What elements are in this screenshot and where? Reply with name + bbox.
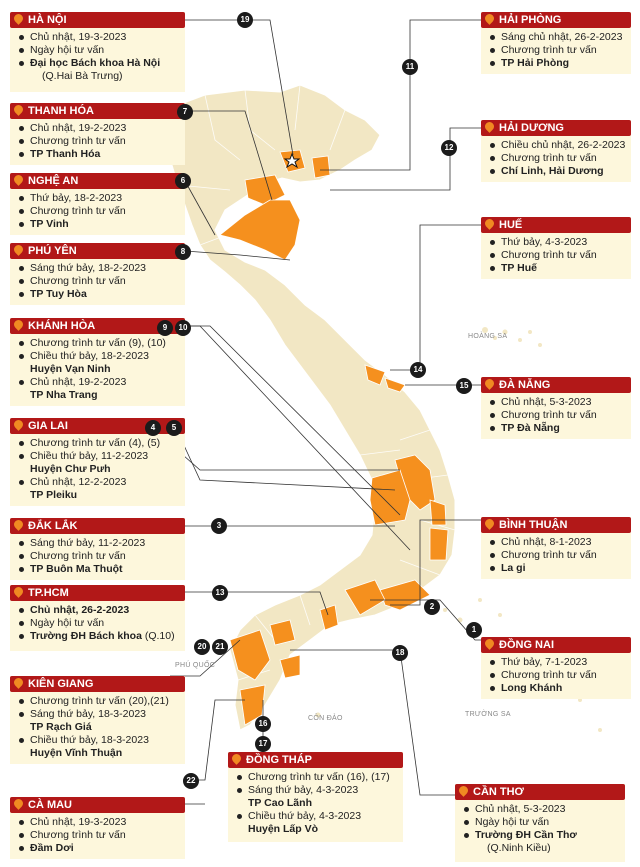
location-pin-icon [12,418,25,431]
location-pin-icon [483,217,496,230]
number-badge: 22 [183,773,199,789]
card-header: BÌNH THUẬN [481,517,631,533]
number-badge: 10 [175,320,191,336]
card-gia-lai: GIA LAI Chương trình tư vấn (4), (5) Chi… [10,418,185,506]
province-hue [364,364,386,386]
card-header: TP.HCM [10,585,185,601]
number-badge: 7 [177,104,193,120]
card-header: HẢI PHÒNG [481,12,631,28]
map-label-phu-quoc: PHÚ QUỐC [175,662,216,669]
card-header: HẢI DƯƠNG [481,120,631,136]
province-binh-thuan [379,579,431,611]
vietnam-land [164,84,456,731]
number-badge: 5 [166,420,182,436]
card-header: PHÚ YÊN [10,243,185,259]
location-pin-icon [483,637,496,650]
card-dong-thap: ĐỒNG THÁP Chương trình tư vấn (16), (17)… [228,752,403,842]
number-badge: 6 [175,173,191,189]
card-header: NGHỆ AN [10,173,185,189]
card-ca-mau: CÀ MAU Chủ nhật, 19-3-2023 Chương trình … [10,797,185,859]
province-ca-mau [239,684,266,726]
number-badge: 14 [410,362,426,378]
card-can-tho: CẦN THƠ Chủ nhật, 5-3-2023 Ngày hội tư v… [455,784,625,862]
province-dong-thap [269,619,296,646]
card-binh-thuan: BÌNH THUẬN Chủ nhật, 8-1-2023 Chương trì… [481,517,631,579]
location-pin-icon [457,784,470,797]
card-hue: HUẾ Thứ bảy, 4-3-2023 Chương trình tư vấ… [481,217,631,279]
location-pin-icon [12,318,25,331]
location-pin-icon [12,797,25,810]
map-label-con-dao: CÔN ĐẢO [308,715,343,722]
number-badge: 19 [237,12,253,28]
province-can-tho [279,654,301,679]
card-header: ĐỒNG NAI [481,637,631,653]
number-badge: 16 [255,716,271,732]
card-header: THANH HÓA [10,103,185,119]
card-header: CẦN THƠ [455,784,625,800]
card-tp-hcm: TP.HCM Chủ nhật, 26-2-2023 Ngày hội tư v… [10,585,185,651]
location-pin-icon [12,173,25,186]
province-khanh-hoa [429,527,449,561]
number-badge: 21 [212,639,228,655]
card-dong-nai: ĐỒNG NAI Thứ bảy, 7-1-2023 Chương trình … [481,637,631,699]
province-hai-duong [311,155,331,179]
card-ha-noi: HÀ NỘI Chủ nhật, 19-3-2023 Ngày hội tư v… [10,12,185,92]
location-pin-icon [12,676,25,689]
card-thanh-hoa: THANH HÓA Chủ nhật, 19-2-2023 Chương trì… [10,103,185,165]
card-dak-lak: ĐẮK LẮK Sáng thứ bảy, 11-2-2023 Chương t… [10,518,185,580]
card-header: KHÁNH HÒA [10,318,185,334]
number-badge: 15 [456,378,472,394]
number-badge: 3 [211,518,227,534]
card-hai-duong: HẢI DƯƠNG Chiều chủ nhật, 26-2-2023 Chươ… [481,120,631,182]
number-badge: 18 [392,645,408,661]
number-badge: 4 [145,420,161,436]
map-label-truong-sa: TRƯỜNG SA [465,711,511,718]
number-badge: 8 [175,244,191,260]
province-phu-yen [429,499,447,526]
province-da-nang [384,377,406,393]
number-badge: 2 [424,599,440,615]
card-da-nang: ĐÀ NẴNG Chủ nhật, 5-3-2023 Chương trình … [481,377,631,439]
card-nghe-an: NGHỆ AN Thứ bảy, 18-2-2023 Chương trình … [10,173,185,235]
card-header: KIÊN GIANG [10,676,185,692]
location-pin-icon [230,752,243,765]
location-pin-icon [483,517,496,530]
card-hai-phong: HẢI PHÒNG Sáng chủ nhật, 26-2-2023 Chươn… [481,12,631,74]
location-pin-icon [483,377,496,390]
card-kien-giang: KIÊN GIANG Chương trình tư vấn (20),(21)… [10,676,185,764]
card-header: CÀ MAU [10,797,185,813]
location-pin-icon [12,243,25,256]
capital-star-icon [283,152,301,169]
card-phu-yen: PHÚ YÊN Sáng thứ bảy, 18-2-2023 Chương t… [10,243,185,305]
location-pin-icon [12,103,25,116]
number-badge: 17 [255,736,271,752]
number-badge: 12 [441,140,457,156]
location-pin-icon [12,518,25,531]
number-badge: 11 [402,59,418,75]
location-pin-icon [483,120,496,133]
number-badge: 20 [194,639,210,655]
province-kien-giang [229,629,271,681]
card-header: ĐẮK LẮK [10,518,185,534]
map-label-hoang-sa: HOÀNG SA [468,333,508,340]
number-badge: 13 [212,585,228,601]
card-header: HÀ NỘI [10,12,185,28]
location-pin-icon [483,12,496,25]
number-badge: 1 [466,622,482,638]
card-header: HUẾ [481,217,631,233]
province-hcm [319,604,339,631]
location-pin-icon [12,12,25,25]
location-pin-icon [12,585,25,598]
number-badge: 9 [157,320,173,336]
province-nghe-an [219,199,301,261]
card-khanh-hoa: KHÁNH HÒA Chương trình tư vấn (9), (10) … [10,318,185,406]
card-header: GIA LAI [10,418,185,434]
card-header: ĐỒNG THÁP [228,752,403,768]
card-header: ĐÀ NẴNG [481,377,631,393]
